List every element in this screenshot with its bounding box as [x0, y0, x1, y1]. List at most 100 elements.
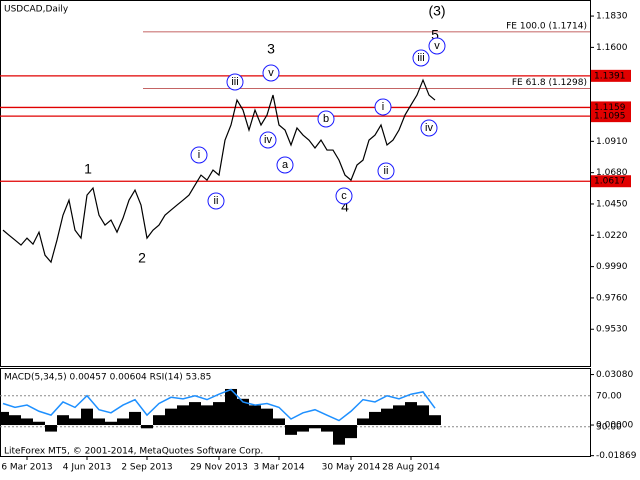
- wave-label: i: [198, 149, 200, 161]
- macd-bar: [33, 421, 45, 426]
- x-tick-label: 2 Sep 2013: [121, 463, 172, 473]
- x-tick-label: 4 Jun 2013: [63, 463, 111, 473]
- y-tick-label: 1.0220: [596, 231, 628, 241]
- wave-label: b: [323, 113, 329, 125]
- macd-bar: [141, 425, 153, 429]
- macd-bar: [129, 411, 141, 426]
- y-tick-label: 1.0450: [596, 199, 628, 209]
- macd-bar: [249, 405, 261, 426]
- x-tick-label: 30 May 2014: [322, 463, 381, 473]
- wave-label: v: [268, 67, 274, 79]
- main-pane: [0, 0, 591, 367]
- x-tick-label: 3 Mar 2014: [253, 463, 305, 473]
- fe-label: FE 61.8 (1.1298): [512, 78, 587, 88]
- macd-bar: [153, 415, 165, 426]
- macd-bar: [261, 408, 273, 426]
- macd-bar: [225, 388, 237, 426]
- wave-circle: [259, 131, 277, 149]
- wave-label: ii: [384, 165, 389, 177]
- wave-circle: [226, 73, 244, 91]
- wave-label: 2: [138, 250, 146, 266]
- wave-circle: [377, 162, 395, 180]
- level-tag: [591, 69, 631, 82]
- macd-bar: [201, 405, 213, 426]
- wave-label: i: [382, 101, 384, 113]
- rsi-line: [2, 388, 436, 422]
- macd-bar: [93, 418, 105, 426]
- wave-circle: [317, 110, 335, 128]
- wave-label: (3): [428, 3, 445, 19]
- wave-circle: [412, 49, 430, 67]
- wave-circle: [428, 37, 446, 55]
- macd-bar: [333, 425, 345, 445]
- macd-bar: [21, 418, 33, 426]
- x-tick-label: 6 Mar 2013: [1, 463, 52, 473]
- level-tag: [591, 110, 631, 123]
- y-tick-label: 0.00000: [596, 421, 633, 431]
- macd-bar: [357, 418, 369, 426]
- y-tick-label: 1.1600: [596, 43, 628, 53]
- macd-bar: [369, 411, 381, 426]
- wave-label: 3: [267, 41, 275, 57]
- x-tick-label: 29 Nov 2013: [190, 463, 248, 473]
- y-tick-label: 0.9990: [596, 262, 628, 272]
- indicator-title: MACD(5,34,5) 0.00457 0.00604 RSI(14) 53.…: [4, 373, 211, 383]
- macd-bar: [309, 425, 321, 429]
- wave-circle: [335, 187, 353, 205]
- wave-circle: [207, 192, 225, 210]
- y-tick-label: 1.1830: [596, 12, 628, 22]
- macd-bar: [105, 421, 117, 426]
- wave-label: 4: [341, 199, 349, 215]
- macd-bar: [393, 405, 405, 426]
- y-tick-label: 0.9760: [596, 293, 628, 303]
- wave-circle: [276, 156, 294, 174]
- chart-title: USDCAD,Daily: [4, 5, 69, 15]
- wave-label: iv: [264, 134, 272, 146]
- y-tick-label: 0.9530: [596, 325, 628, 335]
- macd-bar: [405, 402, 417, 426]
- macd-bar: [297, 425, 309, 432]
- wave-label: c: [341, 190, 347, 202]
- macd-bar: [417, 405, 429, 426]
- macd-bar: [237, 398, 249, 426]
- level-tag: [591, 175, 631, 188]
- level-tag-label: 1.0617: [594, 177, 626, 187]
- wave-label: iv: [425, 122, 433, 134]
- macd-bar: [273, 418, 285, 426]
- macd-bar: [321, 425, 333, 432]
- macd-bar: [57, 415, 69, 426]
- macd-bar: [189, 402, 201, 426]
- wave-circle: [262, 64, 280, 82]
- footer: LiteForex MT5, © 2001-2014, MetaQuotes S…: [4, 447, 263, 457]
- y2-tick-label: 70.00: [596, 391, 622, 401]
- fe-label: FE 100.0 (1.1714): [506, 21, 587, 31]
- wave-circle: [374, 98, 392, 116]
- y-tick-label: 0.03080: [596, 370, 633, 380]
- macd-bar: [177, 405, 189, 426]
- wave-label: a: [282, 159, 289, 171]
- macd-bar: [345, 425, 357, 439]
- wave-circle: [190, 146, 208, 164]
- wave-circle: [420, 119, 438, 137]
- y-tick-label: 1.0680: [596, 168, 628, 178]
- macd-bar: [45, 425, 57, 432]
- macd-bar: [381, 408, 393, 426]
- wave-label: ii: [214, 195, 219, 207]
- wave-label: 5: [431, 27, 439, 43]
- level-tag-label: 1.1159: [594, 103, 626, 113]
- macd-bar: [429, 415, 441, 426]
- wave-label: iii: [231, 76, 238, 88]
- macd-bar: [117, 418, 129, 426]
- y-tick-label: -0.01869: [596, 451, 637, 461]
- x-tick-label: 28 Aug 2014: [382, 463, 440, 473]
- macd-bar: [285, 425, 297, 435]
- macd-bar: [81, 408, 93, 426]
- wave-label: 1: [84, 161, 92, 177]
- macd-bar: [69, 418, 81, 426]
- y-tick-label: 1.0910: [596, 137, 628, 147]
- y2-tick-label: 30.00: [596, 422, 622, 432]
- macd-bar: [165, 408, 177, 426]
- macd-bar: [9, 415, 21, 426]
- wave-label: v: [434, 40, 440, 52]
